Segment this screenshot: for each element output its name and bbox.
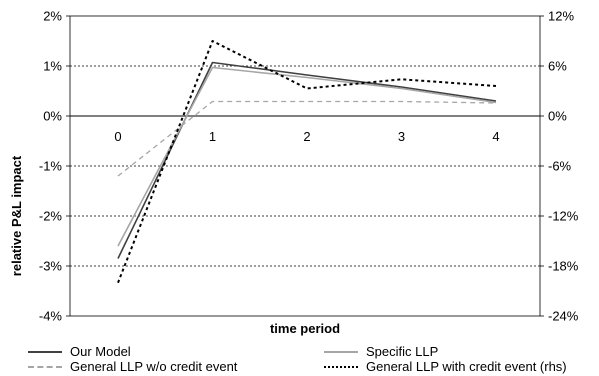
x-axis-title: time period [270, 321, 340, 336]
legend-swatch [28, 366, 62, 368]
x-tick-label: 0 [114, 129, 121, 144]
y-tick-label: 2% [43, 9, 62, 24]
y2-tick-label: 6% [548, 59, 567, 74]
legend-item: General LLP with credit event (rhs) [324, 360, 567, 374]
legend-swatch [324, 366, 358, 368]
series-lines [117, 40, 497, 284]
y2-tick-label: -24% [548, 309, 579, 324]
y-tick-label: -4% [39, 309, 63, 324]
legend-label: Specific LLP [366, 344, 439, 359]
y-tick-label: 1% [43, 59, 62, 74]
y-tick-label: 0% [43, 109, 62, 124]
y2-tick-label: -6% [548, 159, 572, 174]
gridlines [70, 65, 540, 267]
legend-label: Our Model [70, 344, 131, 359]
legend-item: Specific LLP [324, 345, 438, 359]
series-line [117, 66, 497, 247]
x-tick-labels: 0 1 2 3 4 [114, 129, 499, 144]
legend-label: General LLP with credit event (rhs) [366, 359, 567, 374]
legend-item: Our Model [28, 345, 131, 359]
y2-tick-label: -18% [548, 259, 579, 274]
x-tick-label: 4 [492, 129, 499, 144]
legend-item: General LLP w/o credit event [28, 360, 237, 374]
x-tick-label: 1 [209, 129, 216, 144]
x-tick-label: 3 [398, 129, 405, 144]
legend-swatch [28, 351, 62, 353]
y-tick-label: -3% [39, 259, 63, 274]
chart: 2% 1% 0% -1% -2% -3% -4% 12% 6% 0% -6% -12% -18% -24… [9, 9, 579, 337]
y-tick-label: -1% [39, 159, 63, 174]
y-axis-title: relative P&L impact [9, 155, 24, 276]
legend-label: General LLP w/o credit event [70, 359, 238, 374]
plot-frame [69, 15, 541, 317]
legend: Our Model Specific LLP General LLP w/o cre… [0, 341, 599, 376]
right-y-tick-labels: 12% 6% 0% -6% -12% -18% -24% [548, 9, 579, 324]
x-tick-label: 2 [303, 129, 310, 144]
series-line [117, 61, 497, 259]
left-y-tick-labels: 2% 1% 0% -1% -2% -3% -4% [39, 9, 63, 324]
axes [66, 15, 544, 317]
y2-tick-label: -12% [548, 209, 579, 224]
y2-tick-label: 12% [548, 9, 574, 24]
y2-tick-label: 0% [548, 109, 567, 124]
legend-swatch [324, 351, 358, 353]
y-tick-label: -2% [39, 209, 63, 224]
